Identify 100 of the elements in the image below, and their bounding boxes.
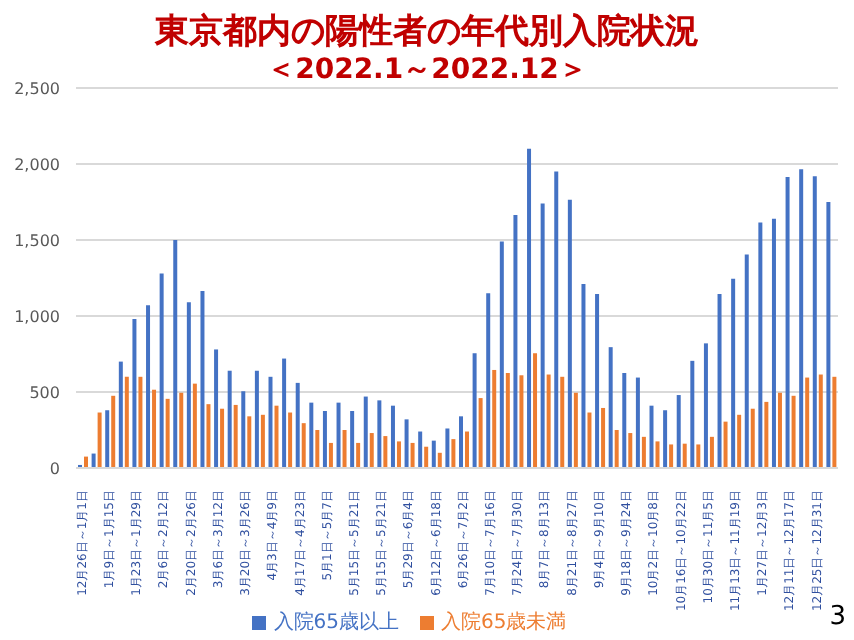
- bar: [777, 392, 782, 468]
- bar: [383, 436, 388, 468]
- bar: [744, 254, 749, 468]
- bar: [390, 405, 395, 468]
- bar: [173, 240, 178, 468]
- bar: [731, 278, 736, 468]
- bar: [350, 411, 355, 468]
- bar: [132, 319, 137, 468]
- bar: [356, 442, 361, 468]
- bar: [758, 222, 763, 468]
- bar: [91, 453, 96, 468]
- bar: [649, 405, 654, 468]
- bar: [540, 203, 545, 468]
- bar: [124, 376, 129, 468]
- bar: [601, 407, 606, 468]
- y-tick-label: 2,000: [14, 155, 60, 174]
- bar: [105, 410, 110, 468]
- chart-subtitle: ＜2022.1～2022.12＞: [267, 54, 587, 86]
- bar: [472, 353, 477, 468]
- bar: [254, 370, 259, 468]
- bar: [295, 382, 300, 468]
- bar: [301, 423, 306, 468]
- bar: [451, 439, 456, 468]
- bar: [97, 412, 102, 468]
- bar: [492, 369, 497, 468]
- bar: [247, 416, 252, 468]
- bar: [111, 395, 116, 468]
- bar: [152, 389, 157, 468]
- bar: [396, 441, 401, 468]
- bar: [812, 176, 817, 468]
- bar: [799, 169, 804, 468]
- bar: [227, 370, 232, 468]
- bar: [771, 218, 776, 468]
- bar: [315, 430, 320, 468]
- bar: [233, 404, 238, 468]
- bar: [118, 361, 123, 468]
- bar: [587, 412, 592, 468]
- bar: [437, 452, 442, 468]
- y-tick-label: 500: [29, 383, 60, 402]
- bar: [832, 376, 837, 468]
- bar: [288, 412, 293, 468]
- bar: [750, 408, 755, 468]
- bar: [159, 273, 164, 468]
- bar: [499, 241, 504, 468]
- bar: [709, 436, 714, 468]
- chart-title: 東京都内の陽性者の年代別入院状況: [152, 10, 701, 54]
- bar: [655, 441, 660, 468]
- bar: [342, 430, 347, 468]
- y-tick-label: 1,000: [14, 307, 60, 326]
- bar: [505, 373, 510, 468]
- bar: [560, 376, 565, 468]
- bar: [573, 392, 578, 468]
- y-tick-label: 1,500: [14, 231, 60, 250]
- bar: [676, 395, 681, 468]
- bar: [282, 358, 287, 468]
- y-tick-label: 2,500: [14, 79, 60, 98]
- bar: [465, 431, 469, 468]
- bar: [431, 440, 436, 468]
- bar: [533, 353, 538, 468]
- text: 3: [829, 602, 846, 632]
- bar: [717, 293, 722, 468]
- bar: [186, 302, 191, 468]
- bar: [309, 402, 314, 468]
- bar: [567, 199, 572, 468]
- bar: [486, 293, 491, 468]
- bar: [723, 421, 728, 468]
- bar: [554, 171, 559, 468]
- bar: [635, 377, 640, 468]
- bar: [669, 444, 674, 468]
- bar: [696, 444, 701, 468]
- bar: [682, 443, 687, 468]
- bar: [595, 293, 600, 468]
- bar: [663, 410, 668, 468]
- bar: [410, 442, 415, 468]
- bar: [519, 375, 524, 468]
- bar: [268, 376, 273, 468]
- bar: [737, 414, 742, 468]
- bar: [363, 396, 368, 468]
- bar: [546, 374, 551, 468]
- bar: [478, 398, 483, 468]
- bar: [200, 290, 205, 468]
- bar: [369, 433, 374, 468]
- legend-label: 入院65歳以上: [273, 612, 399, 634]
- bar: [703, 343, 708, 468]
- bar: [764, 401, 769, 468]
- bar: [459, 416, 463, 468]
- bar: [622, 373, 627, 468]
- bar: [527, 148, 532, 468]
- bar: [424, 446, 429, 468]
- bar: [404, 419, 409, 468]
- bar: [690, 360, 695, 468]
- bar: [220, 408, 225, 468]
- bar: [418, 431, 423, 468]
- bar: [328, 442, 333, 468]
- bar: [445, 428, 450, 468]
- bar: [377, 400, 382, 468]
- bar: [608, 347, 613, 468]
- bar: [826, 202, 831, 468]
- bar: [336, 402, 341, 468]
- y-tick-label: 0: [49, 459, 60, 478]
